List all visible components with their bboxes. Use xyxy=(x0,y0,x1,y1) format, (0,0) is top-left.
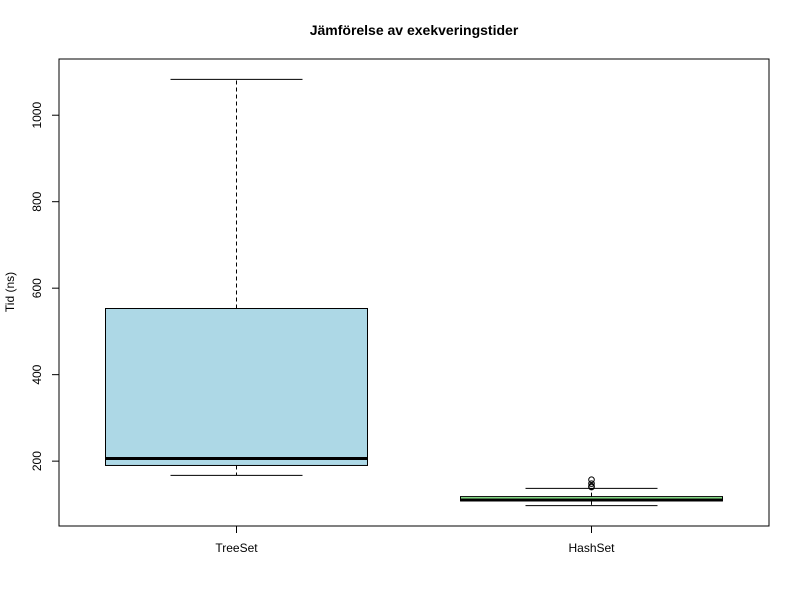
y-tick-label: 1000 xyxy=(30,102,44,129)
y-tick-label: 600 xyxy=(30,278,44,298)
hashset-outlier xyxy=(588,482,595,490)
y-axis-label: Tid (ns) xyxy=(3,272,17,312)
x-tick-label: HashSet xyxy=(568,541,615,555)
hashset-outlier xyxy=(588,476,595,484)
y-tick-label: 800 xyxy=(30,191,44,211)
y-tick-label: 200 xyxy=(30,451,44,471)
x-axis: TreeSet HashSet xyxy=(215,525,615,555)
y-tick-label: 400 xyxy=(30,364,44,384)
boxes-group xyxy=(105,78,723,507)
hashset-outlier xyxy=(588,480,595,487)
x-tick-label: TreeSet xyxy=(215,541,258,555)
chart-title: Jämförelse av exekveringstider xyxy=(310,22,519,38)
treeset-box xyxy=(105,307,368,466)
y-axis: 200 400 600 800 1000 xyxy=(30,102,60,471)
